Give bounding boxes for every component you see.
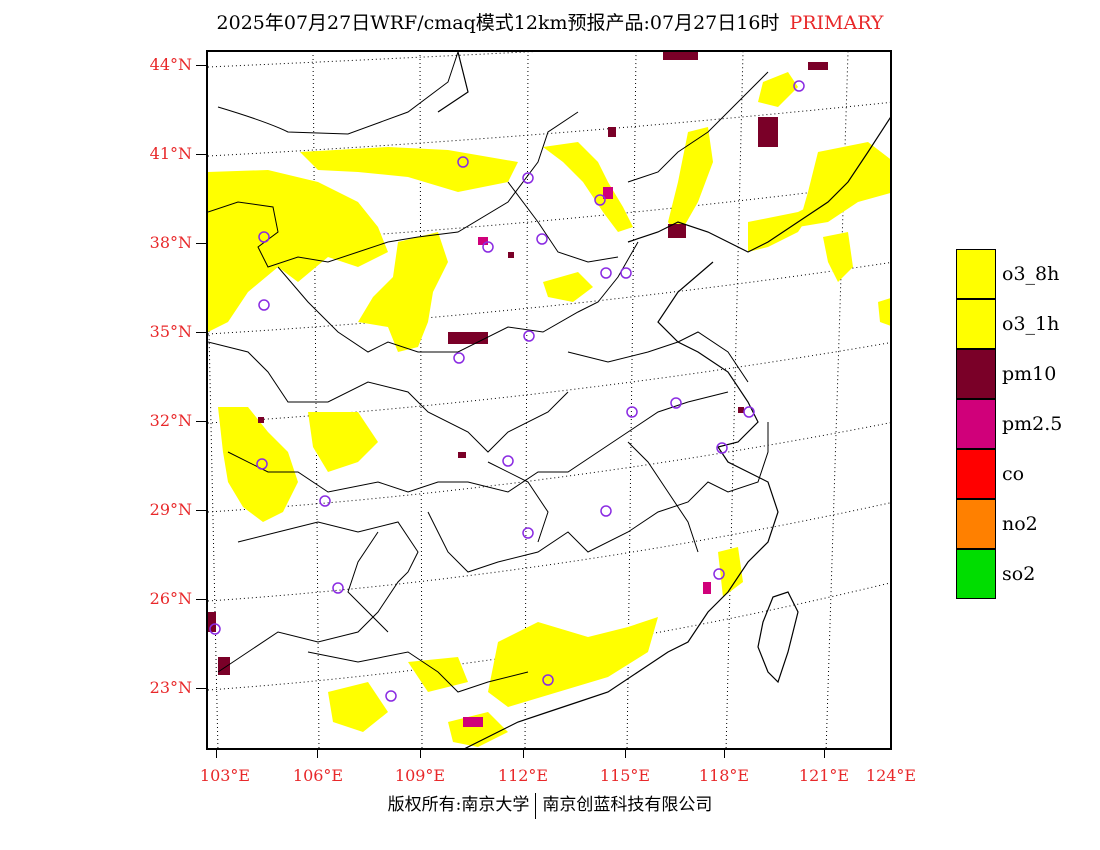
- lat-label-26: 26°N: [149, 589, 192, 608]
- legend-item-o3-1h: o3_1h: [956, 299, 1059, 349]
- station-markers: [209, 80, 805, 702]
- pm10-field: [208, 52, 828, 675]
- copyright-footer: 版权所有:南京大学 南京创蓝科技有限公司: [0, 790, 1100, 819]
- legend-swatch-o3-1h: [956, 299, 996, 349]
- boundaries: [208, 52, 769, 693]
- legend-swatch-o3-8h: [956, 249, 996, 299]
- lon-label-106: 106°E: [292, 766, 344, 785]
- map-title: 2025年07月27日WRF/cmaq模式12km预报产品:07月27日16时 P…: [0, 8, 1100, 35]
- footer-right: 南京创蓝科技有限公司: [542, 795, 713, 815]
- lon-tick: [625, 750, 626, 758]
- lat-label-35: 35°N: [149, 322, 192, 341]
- lon-tick: [216, 750, 217, 758]
- footer-left: 版权所有:南京大学: [387, 795, 530, 815]
- lat-tick: [196, 154, 206, 155]
- legend-item-o3-8h: o3_8h: [956, 249, 1059, 299]
- lon-tick: [724, 750, 725, 758]
- legend-label-pm10: pm10: [1002, 363, 1057, 385]
- legend-swatch-pm25: [956, 399, 996, 449]
- legend-label-o3-8h: o3_8h: [1002, 263, 1060, 285]
- lat-label-38: 38°N: [149, 233, 192, 252]
- coastline: [437, 52, 890, 748]
- lon-label-118: 118°E: [698, 766, 750, 785]
- lat-label-23: 23°N: [149, 678, 192, 697]
- footer-divider: [535, 792, 537, 819]
- lat-label-41: 41°N: [149, 144, 192, 163]
- legend-swatch-pm10: [956, 349, 996, 399]
- legend-label-so2: so2: [1002, 563, 1036, 585]
- title-primary-tag: PRIMARY: [789, 12, 884, 34]
- pm25-field: [463, 187, 711, 727]
- lat-label-44: 44°N: [149, 55, 192, 74]
- lat-tick: [196, 243, 206, 244]
- lon-label-121: 121°E: [798, 766, 850, 785]
- o3-field: [208, 72, 890, 747]
- map-canvas[interactable]: [208, 52, 892, 750]
- legend-label-no2: no2: [1002, 513, 1038, 535]
- title-main: 2025年07月27日WRF/cmaq模式12km预报产品:07月27日16时: [216, 12, 780, 34]
- lon-label-124: 124°E: [865, 766, 917, 785]
- lat-tick: [196, 510, 206, 511]
- legend-label-pm25: pm2.5: [1002, 413, 1063, 435]
- legend-item-so2: so2: [956, 549, 1035, 599]
- legend-label-o3-1h: o3_1h: [1002, 313, 1060, 335]
- lon-label-103: 103°E: [199, 766, 251, 785]
- lon-tick: [420, 750, 421, 758]
- lat-tick: [196, 688, 206, 689]
- lat-tick: [196, 599, 206, 600]
- lon-label-115: 115°E: [599, 766, 651, 785]
- lon-label-112: 112°E: [497, 766, 549, 785]
- lon-tick: [317, 750, 318, 758]
- lat-label-29: 29°N: [149, 500, 192, 519]
- legend-swatch-so2: [956, 549, 996, 599]
- lon-tick: [523, 750, 524, 758]
- legend-item-co: co: [956, 449, 1024, 499]
- lon-label-109: 109°E: [394, 766, 446, 785]
- legend-label-co: co: [1002, 463, 1025, 485]
- map-panel[interactable]: [206, 50, 892, 750]
- lon-tick: [824, 750, 825, 758]
- legend-item-pm25: pm2.5: [956, 399, 1062, 449]
- legend-swatch-no2: [956, 499, 996, 549]
- lat-label-32: 32°N: [149, 411, 192, 430]
- lat-tick: [196, 421, 206, 422]
- legend-item-pm10: pm10: [956, 349, 1056, 399]
- lat-tick: [196, 332, 206, 333]
- legend-item-no2: no2: [956, 499, 1038, 549]
- legend: o3_8h o3_1h pm10 pm2.5 co no2 so2: [956, 249, 1062, 599]
- legend-swatch-co: [956, 449, 996, 499]
- lat-tick: [196, 65, 206, 66]
